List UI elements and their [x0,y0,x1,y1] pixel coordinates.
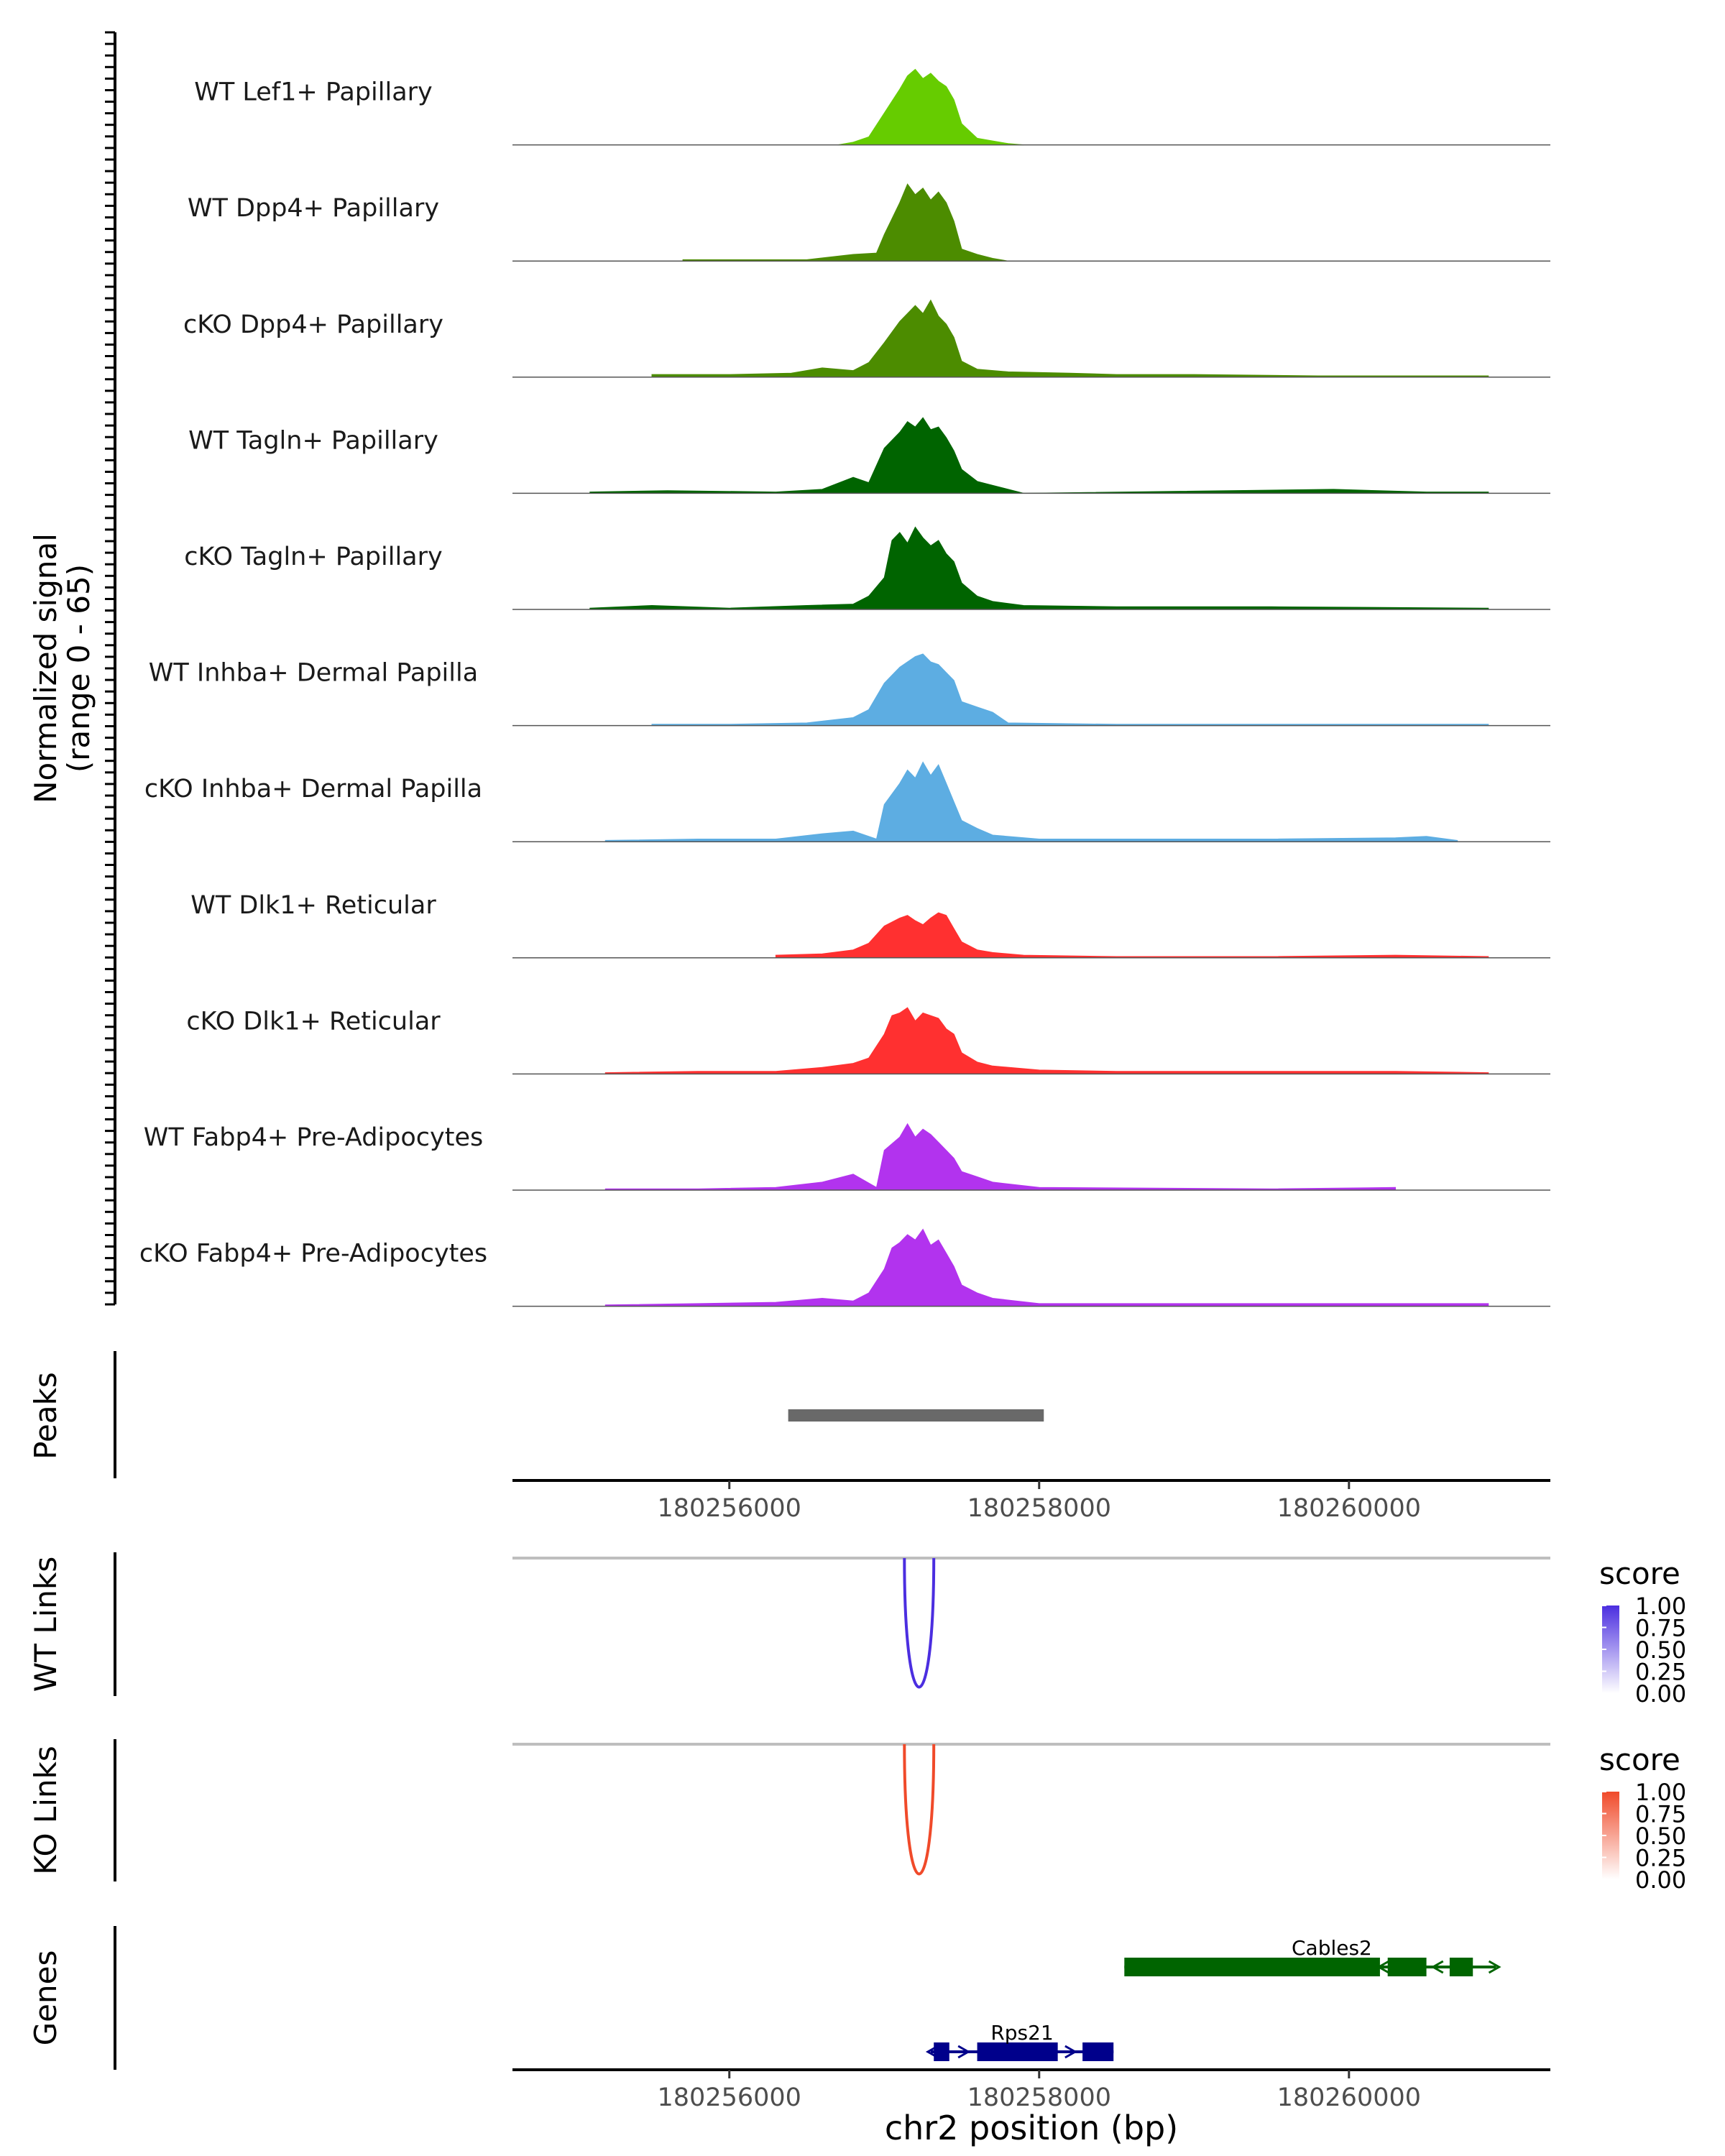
coverage-track: cKO Tagln+ Papillary [184,526,1550,610]
coverage-area [604,1007,1489,1074]
peaks-panel: Peaks 180256000 180258000 180260000 [28,1351,1550,1523]
x-axis-tick-label: 180258000 [967,1494,1111,1523]
ko-score-legend: score 1.000.750.500.250.00 [1599,1742,1686,1894]
legend-tick-label: 1.00 [1635,1779,1686,1806]
peak-region-bar [788,1409,1044,1422]
x-axis-tick-label: 180256000 [658,2083,801,2112]
coverage-track: cKO Inhba+ Dermal Papilla [144,761,1550,842]
link-arcs [903,1557,936,1876]
link-arc [903,1557,936,1689]
gene-model: Cables2 [1124,1936,1501,1976]
coverage-panel: Normalized signal (range 0 - 65) WT Lef1… [28,31,1550,1307]
coverage-y-axis-range: (range 0 - 65) [61,564,96,773]
strand-arrow [1488,1960,1501,1974]
coverage-track: cKO Dlk1+ Reticular [186,1007,1550,1075]
coverage-track: cKO Dpp4+ Papillary [183,299,1550,378]
coverage-area [604,761,1458,842]
gene-name-label: Rps21 [990,2021,1053,2045]
gene-exon [1449,1958,1473,1976]
legend-tick-label: 0.50 [1635,1823,1686,1850]
track-label: WT Inhba+ Dermal Papilla [149,659,478,688]
x-axis-title: chr2 position (bp) [885,2109,1178,2147]
gene-exon [977,2042,1058,2061]
coverage-track: WT Inhba+ Dermal Papilla [149,653,1550,727]
coverage-area [682,183,1008,262]
x-axis-tick-label: 180260000 [1277,2083,1421,2112]
peaks-x-axis: 180256000 180258000 180260000 [658,1480,1421,1523]
gene-exon [1124,1958,1380,1976]
track-label: WT Fabp4+ Pre-Adipocytes [144,1123,483,1152]
coverage-track: WT Dpp4+ Papillary [188,183,1550,262]
legend-tick-label: 0.00 [1635,1866,1686,1894]
track-label: cKO Fabp4+ Pre-Adipocytes [139,1240,487,1268]
strand-arrow [1430,1960,1444,1974]
legend-tick-label: 0.25 [1635,1845,1686,1872]
track-label: WT Tagln+ Papillary [188,426,438,455]
links-panels: WT Links KO Links score 1.000.750.500.25… [28,1552,1686,1894]
coverage-y-ticks [105,31,115,1306]
legend-tick-label: 0.50 [1635,1636,1686,1664]
wt-links-panel-label: WT Links [28,1557,63,1692]
coverage-track: WT Fabp4+ Pre-Adipocytes [144,1123,1550,1191]
track-label: WT Dlk1+ Reticular [190,891,436,920]
coverage-tracks: WT Lef1+ Papillary WT Dpp4+ Papillary cKO … [139,68,1550,1307]
x-axis-tick-label: 180256000 [658,1494,801,1523]
ko-legend-title: score [1599,1742,1680,1777]
genes-x-axis: 180256000 180258000 180260000 [658,2070,1421,2112]
x-axis-tick-label: 180258000 [967,2083,1111,2112]
wt-score-legend: score 1.000.750.500.250.00 [1599,1556,1686,1708]
coverage-area [589,417,1489,494]
track-label: cKO Inhba+ Dermal Papilla [144,775,482,803]
legend-tick-label: 0.00 [1635,1680,1686,1708]
track-label: cKO Tagln+ Papillary [184,543,443,571]
peak-regions [788,1409,1044,1422]
gene-exon [934,2042,949,2061]
track-label: cKO Dlk1+ Reticular [186,1007,441,1036]
strand-arrow [1376,1960,1390,1974]
track-label: WT Dpp4+ Papillary [188,194,439,223]
coverage-y-axis-label: Normalized signal [28,533,63,803]
coverage-area [837,68,1024,146]
coverage-area [604,1228,1489,1307]
gene-name-label: Cables2 [1292,1936,1372,1960]
gene-models: Cables2 Rps21 [925,1936,1501,2061]
legend-tick-label: 0.25 [1635,1659,1686,1686]
link-arc [903,1743,936,1876]
wt-legend-title: score [1599,1556,1680,1591]
coverage-area [589,526,1489,610]
track-label: WT Lef1+ Papillary [194,78,433,107]
legend-tick-label: 0.75 [1635,1801,1686,1828]
strand-arrow [925,2045,939,2059]
gene-exon [1082,2042,1114,2061]
gene-exon [1387,1958,1427,1976]
gene-model: Rps21 [925,2021,1114,2061]
coverage-track: cKO Fabp4+ Pre-Adipocytes [139,1228,1550,1307]
ko-legend-ticks: 1.000.750.500.250.00 [1602,1779,1686,1894]
coverage-track: WT Lef1+ Papillary [194,68,1550,146]
wt-legend-ticks: 1.000.750.500.250.00 [1602,1593,1686,1708]
coverage-area [604,1123,1396,1191]
coverage-area [651,653,1489,727]
coverage-area [651,299,1489,378]
strand-arrow [957,2045,971,2059]
strand-arrow [1064,2045,1077,2059]
coverage-area [775,912,1489,959]
legend-tick-label: 0.75 [1635,1615,1686,1642]
track-label: cKO Dpp4+ Papillary [183,310,443,339]
coverage-track: WT Tagln+ Papillary [188,417,1550,494]
genes-panel-label: Genes [28,1950,63,2046]
legend-tick-label: 1.00 [1635,1593,1686,1620]
x-axis-tick-label: 180260000 [1277,1494,1421,1523]
coverage-track: WT Dlk1+ Reticular [190,891,1550,959]
ko-links-panel-label: KO Links [28,1746,63,1875]
peaks-panel-label: Peaks [28,1372,63,1460]
